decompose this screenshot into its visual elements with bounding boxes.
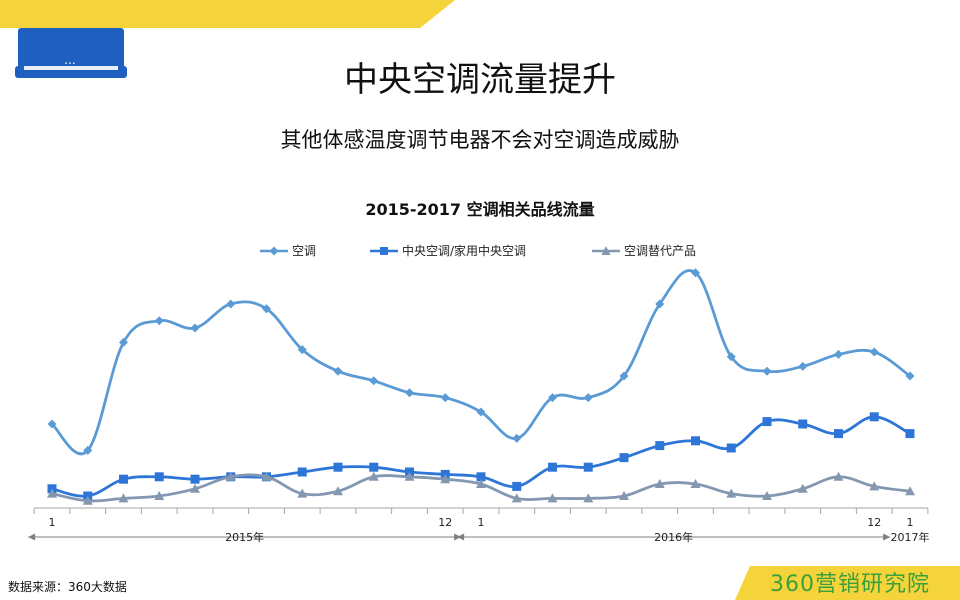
data-source-note: 数据来源：360大数据 (8, 580, 127, 594)
year-range-arrow-right (883, 533, 891, 541)
data-point-marker (762, 491, 772, 500)
data-point-marker (225, 471, 236, 481)
data-point-marker (619, 491, 629, 500)
data-point-marker (297, 488, 308, 498)
legend-item-central-ac: 中央空调/家用中央空调 (370, 243, 526, 258)
data-point-marker (333, 486, 343, 496)
page-title: 中央空调流量提升 (344, 60, 616, 100)
year-range-arrow-left (28, 533, 36, 541)
data-point-marker (119, 474, 128, 484)
data-point-marker (797, 483, 808, 493)
ac-icon-dots: ... (64, 53, 75, 67)
data-point-marker (226, 299, 236, 309)
data-point-marker (154, 491, 165, 500)
data-point-marker (834, 429, 843, 439)
top-yellow-band (0, 0, 455, 28)
data-point-marker (404, 471, 415, 481)
data-point-marker (690, 479, 701, 488)
series-line-0 (51, 269, 911, 455)
data-point-marker (619, 371, 629, 381)
data-point-marker (154, 316, 164, 326)
year-range-arrow-left (457, 533, 465, 541)
data-point-marker (547, 493, 558, 503)
data-point-marker (833, 471, 844, 481)
page-subtitle: 其他体感温度调节电器不会对空调造成威胁 (280, 128, 680, 152)
data-point-marker (655, 299, 665, 309)
data-point-marker (476, 472, 486, 482)
data-point-marker (619, 453, 629, 463)
data-point-marker (119, 337, 128, 347)
data-point-marker (83, 445, 93, 455)
x-tick-label: 1 (49, 516, 56, 529)
data-point-marker (440, 393, 450, 403)
data-point-marker (798, 361, 808, 371)
data-point-marker (368, 471, 379, 481)
year-group-label: 2016年 (654, 530, 693, 544)
data-point-marker (869, 481, 880, 491)
data-point-marker (548, 462, 557, 472)
data-point-marker (905, 371, 915, 381)
data-point-marker (261, 471, 272, 481)
legend-label-ac: 空调 (292, 244, 316, 258)
data-point-marker (369, 462, 379, 472)
data-point-marker (190, 474, 200, 484)
data-point-marker (511, 493, 522, 503)
data-point-marker (583, 493, 594, 503)
data-point-marker (691, 268, 700, 278)
data-point-marker (869, 412, 879, 422)
data-point-marker (798, 419, 808, 429)
data-point-marker (583, 462, 593, 472)
data-point-marker (905, 486, 915, 496)
data-point-marker (47, 419, 57, 429)
legend-item-ac: 空调 (260, 244, 316, 258)
x-tick-label: 1 (907, 516, 914, 529)
data-point-marker (476, 407, 486, 417)
legend-item-ac-substitutes: 空调替代产品 (592, 244, 696, 258)
data-point-marker (297, 345, 307, 355)
data-point-marker (118, 493, 129, 503)
data-point-marker (405, 388, 414, 398)
data-point-marker (440, 474, 451, 484)
x-tick-label: 12 (438, 516, 452, 529)
data-point-marker (190, 483, 200, 493)
data-point-marker (834, 349, 843, 359)
data-point-marker (869, 347, 879, 357)
data-point-marker (82, 495, 93, 505)
data-point-marker (512, 433, 522, 443)
chart-legend: 空调 中央空调/家用中央空调 空调替代产品 (260, 243, 696, 258)
chart-plot-area: 1 12 1 12 1 2015年 2016年 2017年 (28, 268, 930, 544)
data-point-marker (583, 393, 593, 403)
air-conditioner-icon: ... (15, 28, 127, 78)
data-point-marker (512, 481, 522, 491)
data-point-marker (726, 488, 737, 498)
data-point-marker (297, 467, 307, 477)
data-point-marker (726, 443, 736, 453)
legend-label-central-ac: 中央空调/家用中央空调 (402, 243, 526, 258)
year-group-label: 2017年 (891, 530, 930, 544)
x-tick-label: 12 (867, 516, 881, 529)
data-point-marker (333, 462, 343, 472)
data-point-marker (369, 376, 379, 386)
data-point-marker (190, 323, 200, 333)
year-group-label: 2015年 (225, 530, 264, 544)
data-point-marker (691, 436, 700, 446)
data-point-marker (655, 441, 665, 451)
data-point-marker (262, 304, 271, 314)
bottom-yellow-band (735, 566, 960, 600)
data-point-marker (47, 488, 57, 498)
data-point-marker (476, 479, 486, 488)
brand-logo-text: 360营销研究院 (770, 572, 930, 597)
data-point-marker (726, 352, 736, 362)
data-point-marker (333, 366, 343, 376)
data-point-marker (762, 366, 772, 376)
data-point-marker (762, 417, 772, 427)
x-tick-label: 1 (478, 516, 485, 529)
data-point-marker (654, 479, 665, 488)
data-point-marker (548, 393, 557, 403)
data-point-marker (154, 472, 164, 482)
data-point-marker (905, 429, 915, 439)
legend-label-ac-substitutes: 空调替代产品 (624, 244, 696, 258)
chart-title: 2015-2017 空调相关品线流量 (365, 200, 595, 219)
